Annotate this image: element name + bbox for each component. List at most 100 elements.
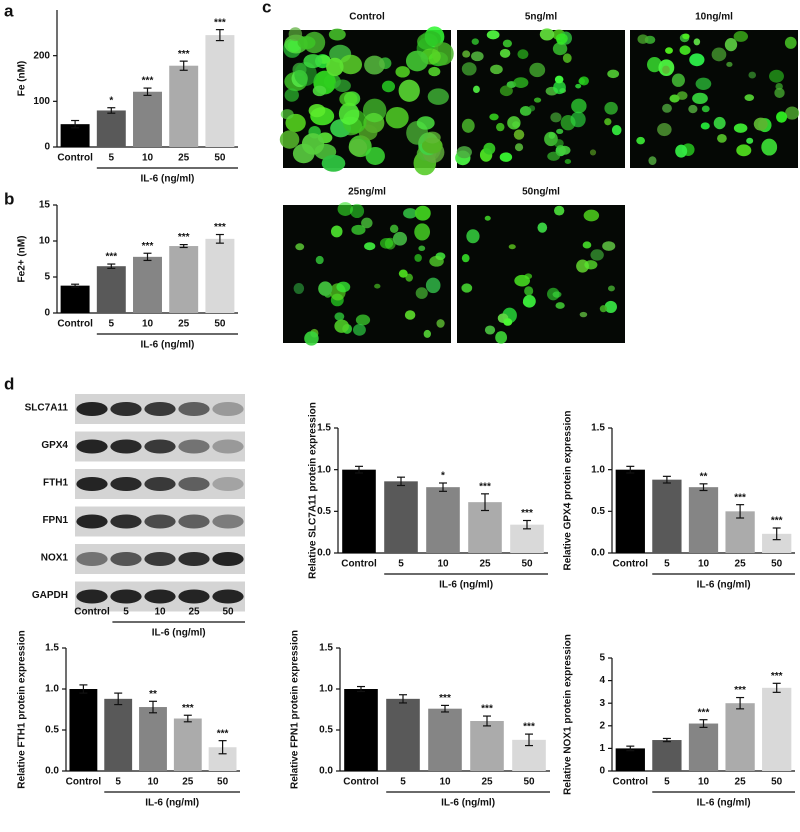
error-bar (143, 252, 152, 262)
cell (425, 277, 441, 294)
cell (711, 47, 727, 62)
cell (338, 102, 360, 125)
cell (555, 302, 565, 309)
cell (547, 151, 561, 161)
y-tick-label: 0 (599, 766, 605, 777)
blot-band (178, 402, 210, 416)
error-bar (143, 87, 152, 96)
y-tick-label: 5 (44, 272, 50, 283)
error-bar (483, 715, 491, 727)
lane-label: Control (74, 607, 110, 618)
x-tick-label: 5 (400, 777, 406, 788)
cell (339, 54, 363, 75)
error-bar (107, 107, 116, 114)
y-axis-label: Fe2+ (nM) (17, 236, 28, 283)
cell (688, 104, 698, 114)
cell (414, 253, 422, 262)
cell (461, 254, 470, 263)
cell (513, 129, 525, 140)
error-bar (699, 483, 708, 492)
cell (304, 331, 319, 346)
blot-band (212, 402, 244, 416)
y-axis-label: Relative FTH1 protein expression (17, 630, 28, 788)
error-bar (114, 692, 123, 706)
x-tick-label: 50 (523, 777, 535, 788)
error-bar (626, 745, 635, 752)
error-bar (215, 233, 224, 244)
cell (785, 106, 800, 120)
cell (389, 224, 399, 234)
y-tick-label: 1.5 (591, 423, 605, 434)
blot-band (110, 514, 142, 529)
blot-band (212, 477, 244, 491)
cell (418, 245, 426, 252)
error-bar (699, 719, 708, 728)
cell (602, 241, 616, 251)
cell (662, 103, 672, 113)
bar (208, 747, 237, 771)
cell (676, 91, 688, 100)
cell (550, 112, 562, 123)
cell (321, 154, 346, 172)
cell (301, 133, 325, 155)
error-bar (662, 475, 671, 484)
blot-band (212, 589, 244, 604)
x-tick-label: 10 (439, 777, 451, 788)
cell (533, 97, 542, 103)
cell (671, 73, 685, 87)
x-tick-label: 25 (479, 559, 491, 570)
cell (607, 69, 620, 79)
bar (428, 708, 462, 771)
error-bar (481, 493, 489, 512)
cell (552, 42, 568, 56)
significance: *** (178, 49, 190, 60)
x-tick-label: Control (343, 777, 379, 788)
image-label: 25ng/ml (348, 187, 386, 198)
x-axis-label: IL-6 (ng/ml) (697, 580, 751, 591)
panel-label: d (4, 374, 14, 393)
cell (571, 98, 587, 114)
y-tick-label: 0.5 (319, 725, 333, 736)
cell (689, 53, 705, 67)
cell (350, 203, 365, 219)
cell (404, 310, 416, 320)
cell (604, 118, 612, 126)
error-bar (772, 682, 781, 693)
y-tick-label: 200 (33, 50, 50, 61)
x-tick-label: 5 (115, 777, 121, 788)
y-tick-label: 1.5 (319, 643, 333, 654)
x-axis-label: IL-6 (ng/ml) (140, 174, 194, 185)
cell (647, 57, 662, 73)
cell (490, 64, 503, 75)
x-tick-label: Control (57, 153, 93, 164)
cell (637, 34, 649, 44)
x-tick-label: 10 (698, 777, 710, 788)
cell (648, 156, 657, 166)
blot-band (110, 477, 142, 491)
y-axis-label: Relative FPN1 protein expression (290, 630, 301, 789)
bar (725, 703, 755, 771)
significance: *** (142, 76, 154, 87)
cell (748, 71, 757, 79)
cell (414, 223, 431, 241)
blot-band (76, 552, 108, 566)
x-axis-label: IL-6 (ng/ml) (441, 798, 495, 809)
cell (392, 231, 408, 246)
cell (553, 80, 566, 95)
bar (60, 124, 90, 147)
bar (470, 720, 504, 771)
cell (604, 101, 618, 115)
cell (461, 283, 473, 293)
cell (461, 118, 475, 133)
x-tick-label: 5 (109, 319, 115, 330)
bar (386, 698, 420, 771)
y-tick-label: 15 (39, 200, 51, 211)
y-tick-label: 0.0 (317, 548, 331, 559)
blot-band (178, 589, 210, 604)
cell (524, 286, 534, 296)
cell (483, 142, 496, 155)
fluorescence-image (457, 30, 625, 168)
cell (507, 116, 521, 130)
cell (381, 80, 396, 93)
